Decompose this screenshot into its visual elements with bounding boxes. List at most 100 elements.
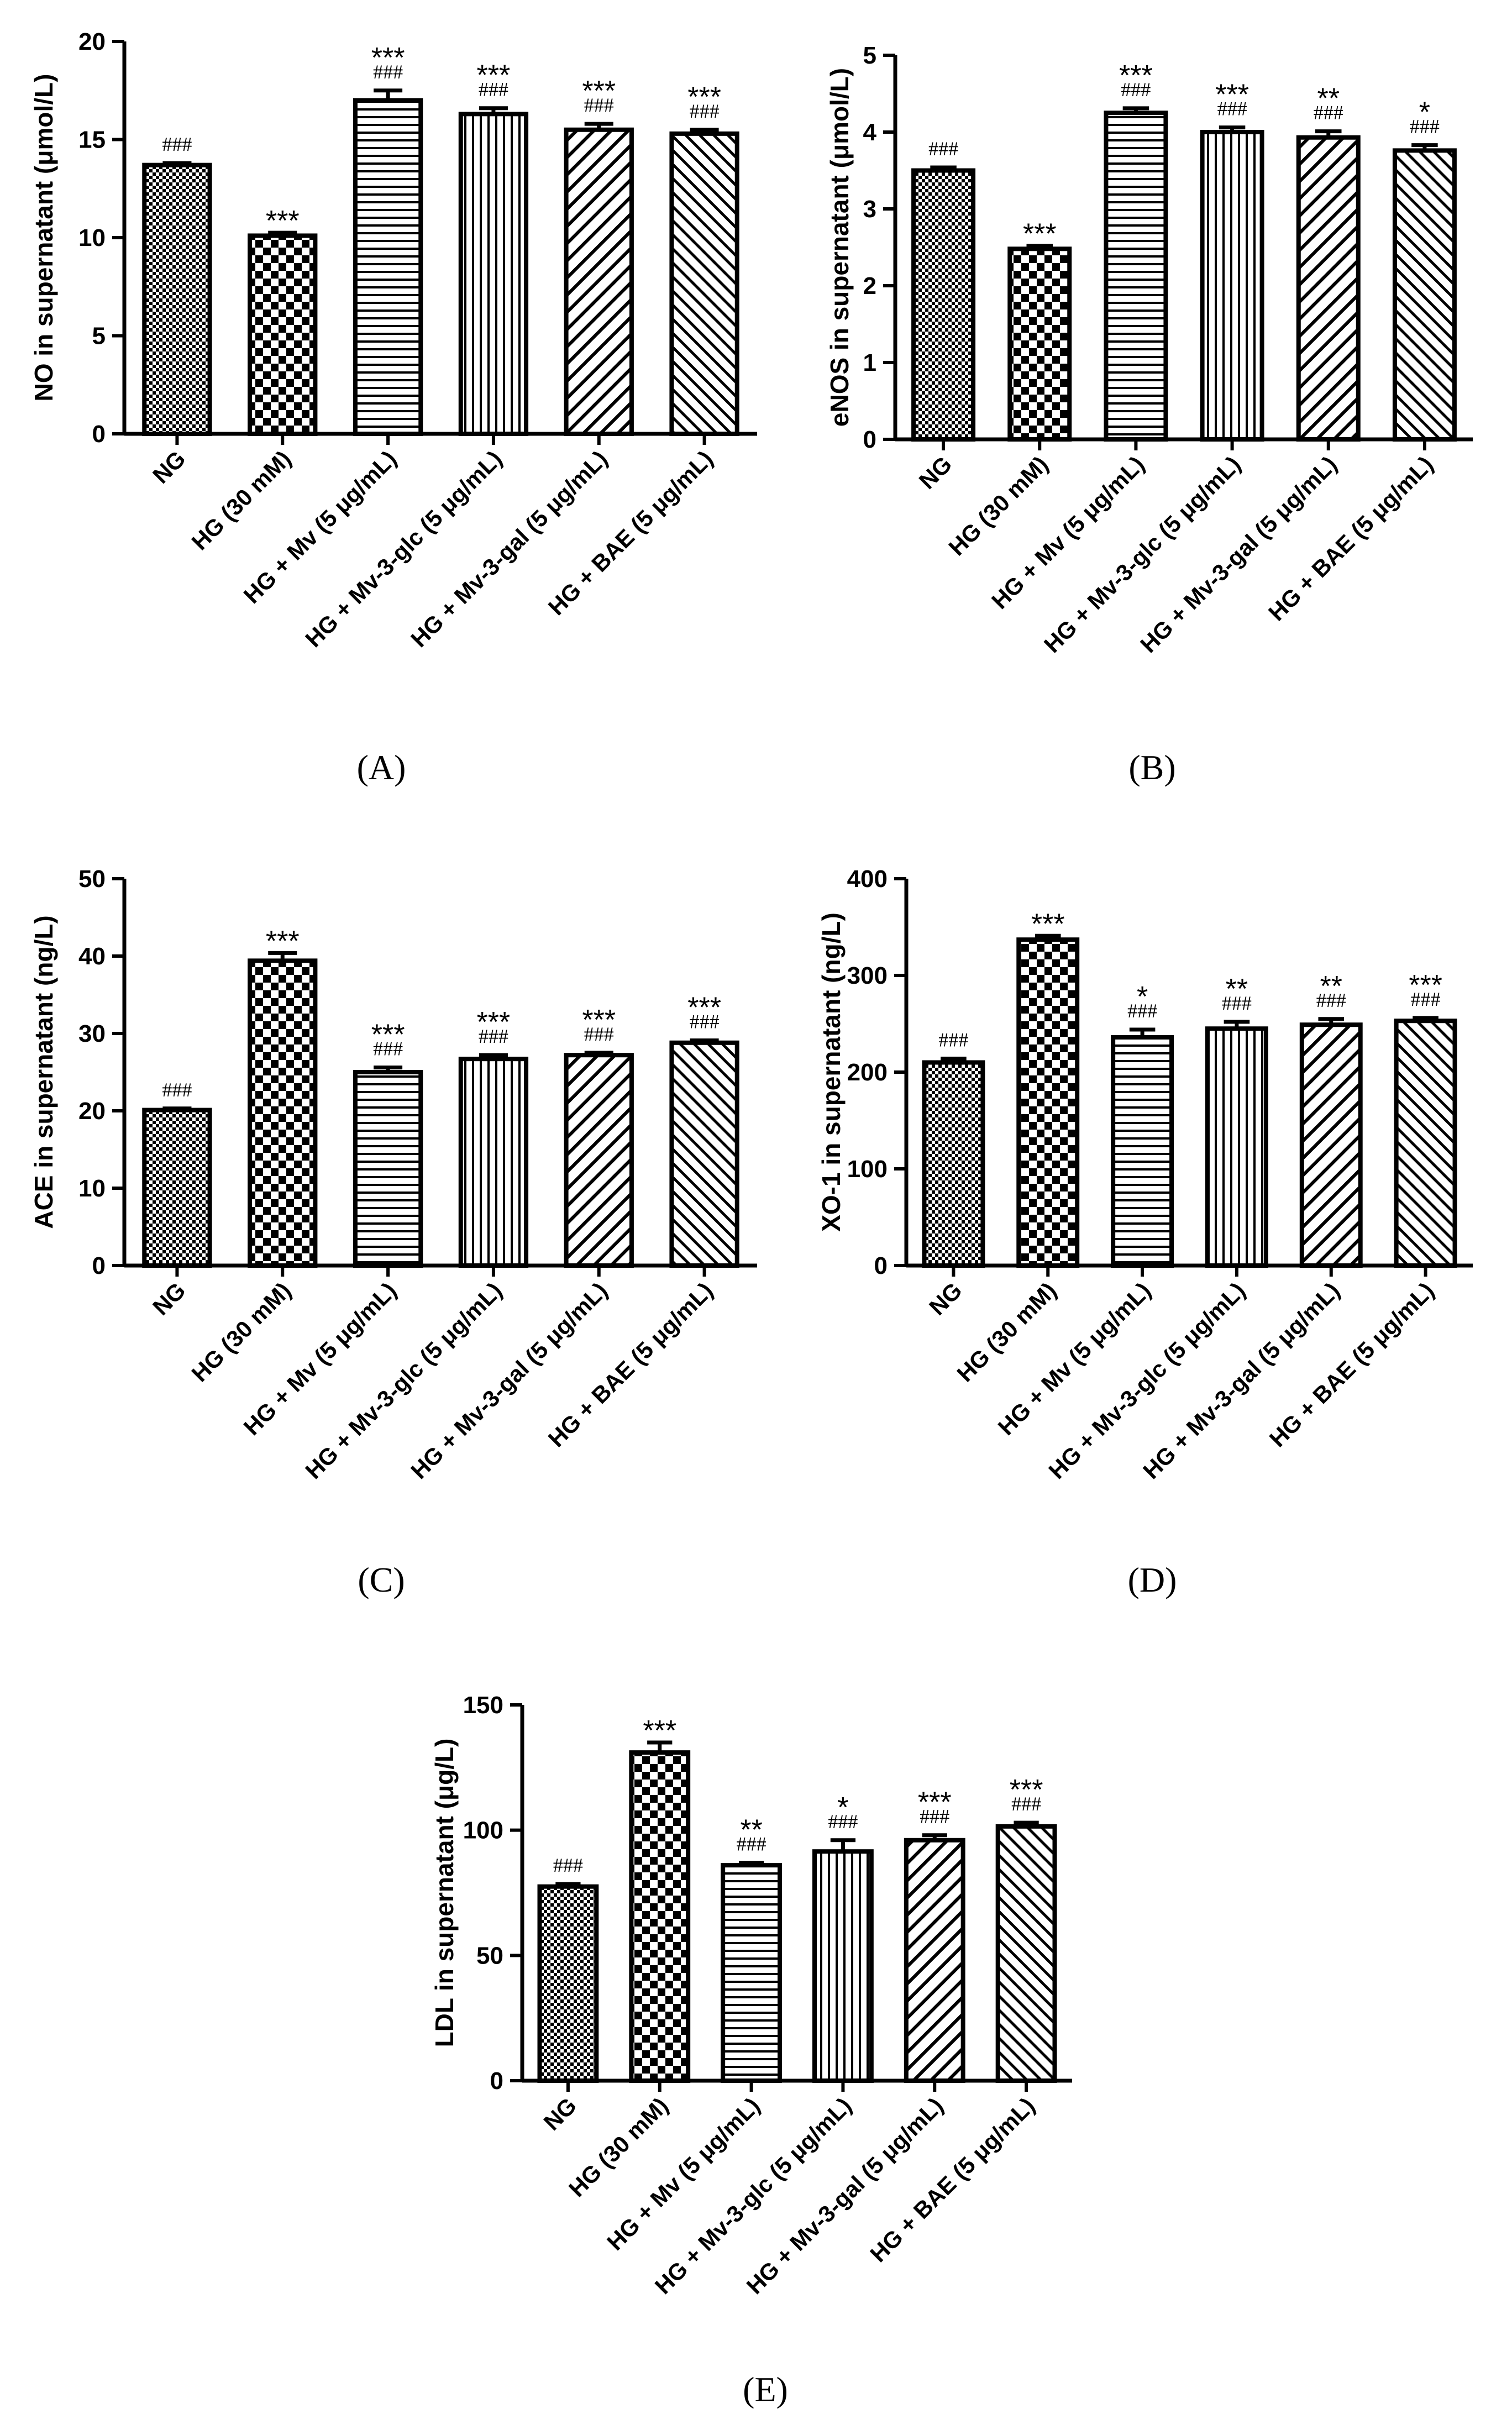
significance-hash: ### [1217, 98, 1247, 120]
bar [995, 1824, 1057, 2083]
significance-star: *** [1119, 60, 1153, 92]
y-axis-label: LDL in supernatant (μg/L) [430, 1739, 459, 2048]
y-axis-label: eNOS in supernatant (μmol/L) [825, 68, 854, 427]
bar [904, 1838, 965, 2083]
significance-star: ** [1317, 83, 1340, 115]
bar [458, 112, 529, 437]
y-tick-label: 5 [863, 42, 876, 69]
y-tick-label: 200 [847, 1059, 888, 1086]
x-tick-label: HG + Mv (5 μg/mL) [602, 2092, 765, 2255]
significance-hash: ### [1222, 992, 1252, 1014]
y-tick-label: 0 [863, 426, 876, 453]
bar [1007, 246, 1072, 442]
bar [812, 1849, 874, 2083]
y-tick-label: 20 [78, 1098, 106, 1125]
significance-hash: ### [479, 78, 508, 101]
y-tick-label: 40 [78, 943, 106, 970]
bar [458, 1057, 529, 1268]
panel-a: ###NG***HG (30 mM)###***HG + Mv (5 μg/mL… [29, 28, 757, 787]
y-axis-label: XO-1 in supernatant (ng/L) [817, 912, 846, 1232]
panel-caption: (D) [1128, 1560, 1177, 1599]
panel-e: ###NG***HG (30 mM)###**HG + Mv (5 μg/mL)… [430, 1692, 1072, 2409]
x-tick-label: HG + Mv-3-glc (5 μg/mL) [650, 2092, 857, 2299]
significance-star: *** [918, 1787, 952, 1819]
x-tick-label: NG [924, 1277, 967, 1320]
significance-hash: ### [1121, 78, 1151, 101]
x-tick-label: NG [914, 451, 957, 494]
x-tick-label: HG + Mv-3-gal (5 μg/mL) [742, 2092, 948, 2299]
significance-star: * [1137, 981, 1148, 1013]
x-tick-label: NG [148, 1277, 191, 1320]
bar [1016, 937, 1080, 1268]
bar [1205, 1026, 1268, 1268]
y-tick-label: 1 [863, 349, 876, 376]
bar [1200, 130, 1264, 442]
bar [1111, 1035, 1174, 1268]
y-tick-label: 100 [847, 1156, 888, 1183]
y-tick-label: 15 [78, 127, 106, 154]
significance-star: * [837, 1792, 848, 1824]
bar [142, 1107, 212, 1268]
significance-star: ** [740, 1814, 762, 1846]
x-tick-label: HG + BAE (5 μg/mL) [1263, 451, 1438, 626]
bar [629, 1750, 691, 2083]
bar [142, 162, 212, 436]
bar [1299, 1022, 1363, 1268]
significance-star: * [1419, 97, 1430, 129]
bar [564, 127, 634, 436]
x-tick-label: HG (30 mM) [186, 1277, 296, 1387]
significance-hash: ### [1127, 1000, 1157, 1022]
y-tick-label: 10 [78, 224, 106, 251]
significance-star: *** [582, 75, 616, 107]
y-tick-label: 3 [863, 196, 876, 223]
significance-star: *** [371, 42, 405, 74]
significance-hash: ### [1314, 102, 1343, 124]
significance-star: *** [266, 925, 300, 957]
significance-star: *** [477, 60, 511, 92]
significance-hash: ### [584, 94, 614, 116]
significance-star: *** [266, 205, 300, 237]
significance-hash: ### [690, 100, 720, 122]
bar [1392, 148, 1457, 442]
x-tick-label: HG + Mv-3-glc (5 μg/mL) [300, 1277, 507, 1484]
bar [669, 131, 739, 437]
significance-star: *** [687, 992, 721, 1024]
y-tick-label: 100 [463, 1817, 503, 1844]
significance-star: *** [643, 1715, 676, 1747]
bar [669, 1040, 739, 1268]
significance-hash: ### [938, 1029, 968, 1051]
significance-hash: ### [373, 1038, 403, 1060]
bar [353, 98, 423, 436]
significance-star: *** [1409, 969, 1442, 1001]
bar [564, 1053, 634, 1268]
significance-star: *** [371, 1019, 405, 1051]
bar [1296, 135, 1361, 442]
panel-d: ###NG***HG (30 mM)###*HG + Mv (5 μg/mL)#… [817, 865, 1473, 1599]
y-tick-label: 50 [476, 1942, 503, 1969]
x-tick-label: HG + Mv-3-gal (5 μg/mL) [406, 445, 612, 652]
y-tick-label: 30 [78, 1020, 106, 1047]
panel-caption: (A) [357, 748, 406, 787]
bar [248, 958, 318, 1268]
x-tick-label: HG + Mv-3-gal (5 μg/mL) [1138, 1277, 1345, 1484]
y-axis-label: NO in supernatant (μmol/L) [29, 74, 58, 402]
y-tick-label: 2 [863, 272, 876, 300]
y-tick-label: 50 [78, 865, 106, 893]
x-tick-label: HG + BAE (5 μg/mL) [865, 2092, 1040, 2267]
significance-star: ** [1320, 970, 1342, 1002]
significance-hash: ### [1011, 1793, 1041, 1815]
bar [537, 1884, 599, 2083]
significance-star: *** [1023, 218, 1057, 250]
significance-hash: ### [479, 1025, 508, 1047]
bar [353, 1070, 423, 1268]
significance-hash: ### [1410, 116, 1440, 138]
significance-hash: ### [920, 1805, 949, 1828]
y-tick-label: 150 [463, 1692, 503, 1719]
significance-star: *** [687, 81, 721, 113]
x-tick-label: NG [538, 2092, 581, 2135]
bar [1104, 111, 1168, 442]
significance-star: *** [477, 1006, 511, 1038]
y-tick-label: 4 [863, 119, 877, 146]
panel-caption: (C) [358, 1560, 405, 1599]
